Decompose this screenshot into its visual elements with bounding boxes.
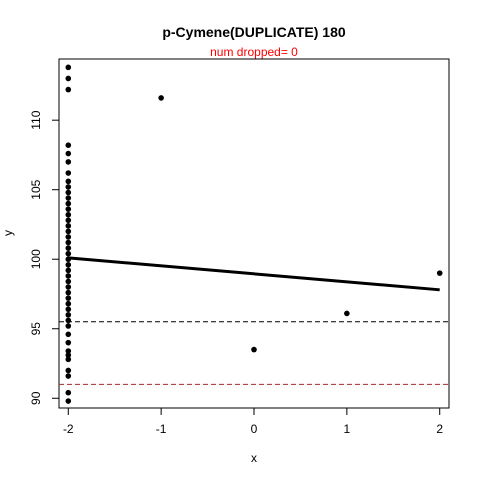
- data-point-8: [65, 184, 72, 190]
- data-point-4: [65, 150, 72, 157]
- x-tick-label-1: -1: [156, 422, 167, 436]
- y-tick-label-4: 110: [29, 110, 43, 129]
- data-point-45: [344, 310, 350, 317]
- data-point-30: [65, 306, 72, 313]
- data-point-12: [65, 206, 72, 212]
- data-point-43: [158, 95, 164, 101]
- data-point-19: [65, 245, 72, 251]
- data-point-31: [65, 312, 72, 318]
- data-point-2: [65, 86, 72, 93]
- x-axis: -2 -1 0 1 2: [63, 408, 443, 436]
- data-point-24: [65, 273, 72, 279]
- data-point-37: [65, 352, 72, 358]
- data-point-0: [65, 64, 72, 71]
- data-point-39: [65, 367, 72, 374]
- data-point-13: [65, 211, 72, 218]
- data-point-14: [65, 217, 72, 224]
- y-tick-label-2: 100: [29, 249, 43, 269]
- data-point-25: [65, 278, 72, 285]
- data-point-36: [65, 348, 72, 354]
- chart-title: p-Cymene(DUPLICATE) 180: [162, 24, 346, 40]
- data-point-11: [65, 200, 72, 207]
- data-point-35: [65, 339, 72, 346]
- data-points: [65, 64, 443, 404]
- x-tick-label-3: 1: [344, 422, 351, 436]
- data-point-20: [65, 250, 72, 257]
- x-axis-label: x: [251, 451, 257, 465]
- data-point-26: [65, 284, 72, 290]
- data-point-40: [65, 373, 72, 379]
- data-point-18: [65, 239, 72, 246]
- y-axis: 90 95 100 105 110: [29, 110, 59, 405]
- data-point-41: [65, 389, 72, 396]
- data-point-33: [65, 323, 72, 329]
- data-point-1: [65, 75, 72, 82]
- data-point-38: [65, 356, 72, 363]
- data-point-21: [65, 256, 72, 263]
- y-tick-label-3: 105: [29, 179, 43, 199]
- data-point-7: [65, 178, 72, 185]
- regression-line-group: [68, 256, 440, 292]
- x-tick-label-0: -2: [63, 422, 74, 436]
- x-tick-label-4: 2: [436, 422, 443, 436]
- y-tick-label-0: 90: [29, 391, 43, 405]
- data-point-6: [65, 170, 72, 176]
- data-point-10: [65, 195, 72, 201]
- data-point-29: [65, 300, 72, 307]
- data-point-23: [65, 267, 72, 274]
- data-point-16: [65, 228, 72, 235]
- data-point-46: [436, 270, 443, 276]
- data-point-3: [65, 142, 72, 149]
- regression-line: [68, 256, 440, 292]
- data-point-22: [65, 261, 72, 268]
- data-point-34: [65, 331, 72, 338]
- chart-subtitle: num dropped= 0: [210, 45, 298, 59]
- data-point-32: [65, 317, 72, 324]
- reference-lines: [59, 321, 449, 385]
- x-tick-label-2: 0: [251, 422, 258, 436]
- data-point-27: [65, 289, 72, 296]
- y-tick-label-1: 95: [29, 322, 43, 336]
- plot-area-border: [58, 58, 450, 409]
- data-point-28: [65, 295, 72, 301]
- data-point-9: [65, 189, 72, 196]
- y-axis-label: y: [1, 230, 15, 236]
- data-point-42: [65, 398, 72, 404]
- data-point-17: [65, 234, 72, 240]
- data-point-15: [65, 223, 72, 229]
- data-point-5: [65, 159, 72, 165]
- data-point-44: [251, 346, 257, 353]
